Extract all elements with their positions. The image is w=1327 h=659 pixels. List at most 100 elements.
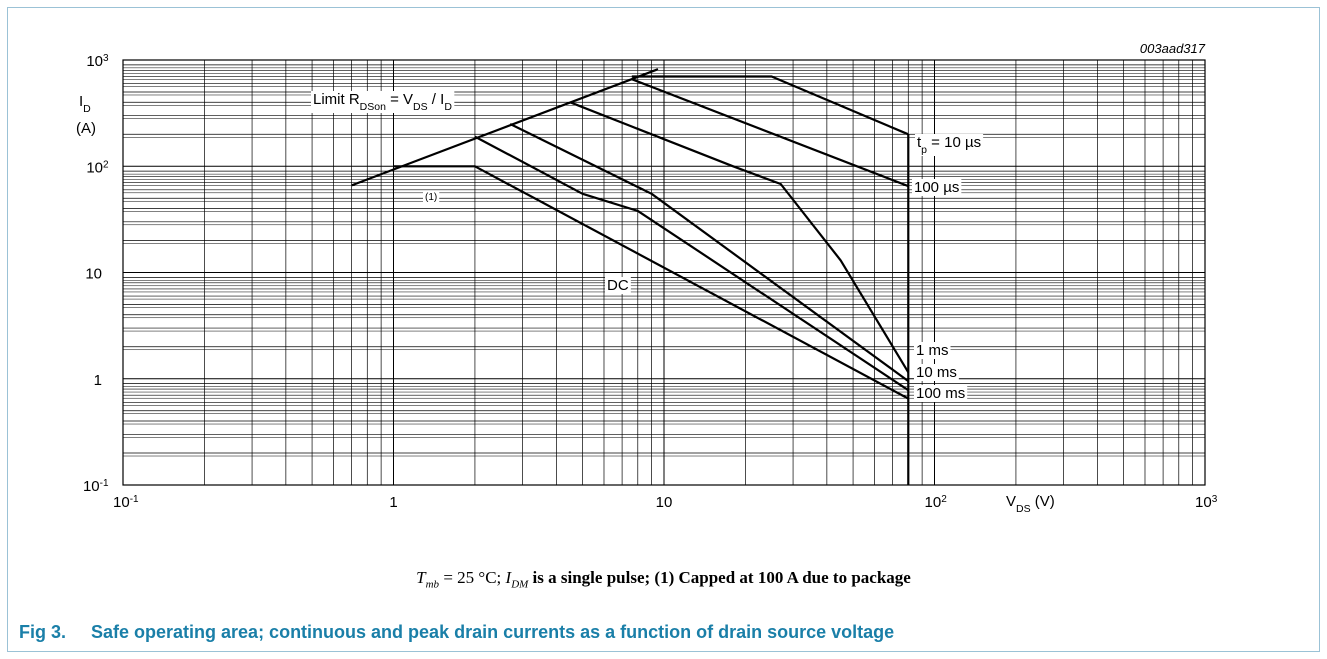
x-tick-label: 10 <box>656 494 673 511</box>
axes <box>122 59 1206 486</box>
x-tick-label: 102 <box>925 494 948 512</box>
idm-sub: DM <box>511 578 529 591</box>
curve-label-3-text: 10 ms <box>916 364 957 381</box>
x-tick-label-part: 10 <box>1195 494 1212 511</box>
curve-label-1-part: 100 µs <box>914 179 959 196</box>
x-tick-label-text: 102 <box>925 494 948 512</box>
curve-label-5-text: DC <box>607 277 629 294</box>
curve-label-0-part: = 10 µs <box>927 134 981 151</box>
curve-label-5-bg <box>605 277 631 294</box>
y-axis-label-sub: D <box>83 103 91 115</box>
x-axis-label-text: VDS (V) <box>1006 493 1055 515</box>
figure-id: 003aad317 <box>1140 41 1206 56</box>
plot-border <box>122 59 1206 486</box>
curve-label-1-bg <box>912 179 962 196</box>
figure-frame <box>7 7 1320 652</box>
y-axis-unit: (A) <box>76 120 96 137</box>
limit-rdson-label-sub: DSon <box>360 101 386 113</box>
x-tick-label-text: 10-1 <box>113 494 139 512</box>
limit-rdson-label-part: Limit R <box>313 91 360 108</box>
note-text-a: = 25 °C; <box>439 568 506 587</box>
y-axis-label-part: I <box>79 93 83 110</box>
x-tick-label: 1 <box>389 494 397 511</box>
y-tick-label: 1 <box>94 372 102 389</box>
y-tick-label-part: 10 <box>83 478 100 495</box>
curve-label-0-part: t <box>917 134 922 151</box>
x-tick-exp: 3 <box>1212 494 1218 505</box>
y-tick-label-part: 10 <box>86 53 103 70</box>
curve-label-4: 100 ms <box>914 385 968 402</box>
x-axis-label-part: V <box>1006 493 1016 510</box>
limit-rdson-label-sub: D <box>444 101 452 113</box>
curve-label-0: tp = 10 µs <box>915 134 984 156</box>
x-tick-label-text: 103 <box>1195 494 1218 512</box>
y-tick-label-part: 10 <box>85 266 102 283</box>
y-tick-exp: 2 <box>103 159 109 170</box>
cap-label-part: (1) <box>425 192 437 203</box>
limit-rdson-label-sub: DS <box>413 101 428 113</box>
curve-label-1-text: 100 µs <box>914 179 959 196</box>
limit-rdson-label-bg <box>311 91 455 113</box>
x-tick-label: 103 <box>1195 494 1218 512</box>
idm-symbol: I <box>505 568 512 587</box>
grid <box>122 60 1205 486</box>
curves <box>351 68 910 485</box>
y-tick-exp: 3 <box>103 53 109 64</box>
limit-rdson-label-part: = V <box>386 91 413 108</box>
x-tick-label-text: 1 <box>389 494 397 511</box>
figure-number: Fig 3. <box>19 622 67 642</box>
y-axis-label-text: ID <box>79 93 91 115</box>
curve-label-3-bg <box>914 364 959 381</box>
series-line-6 <box>393 165 909 400</box>
x-axis-label-sub: DS <box>1016 503 1031 515</box>
curve-label-2: 1 ms <box>914 342 951 359</box>
curve-label-1: 100 µs <box>912 179 962 196</box>
series-line-3 <box>569 101 910 373</box>
curve-label-2-part: 1 ms <box>916 342 949 359</box>
cap-label-text: (1) <box>425 192 437 203</box>
test-conditions-note: Tmb = 25 °C; IDM is a single pulse; (1) … <box>0 568 1327 590</box>
curve-label-3-part: 10 ms <box>916 364 957 381</box>
x-tick-label-part: 1 <box>389 494 397 511</box>
cap-label: (1) <box>423 192 440 203</box>
y-tick-label-text: 102 <box>86 159 109 177</box>
series-line-2 <box>631 78 909 188</box>
note-text-b: is a single pulse; (1) Capped at 100 A d… <box>528 568 911 587</box>
tmb-sub: mb <box>425 578 440 591</box>
curve-label-5: DC <box>605 277 631 294</box>
y-tick-label-text: 1 <box>94 372 102 389</box>
tmb-symbol: T <box>416 568 426 587</box>
curve-label-0-sub: p <box>921 144 927 156</box>
curve-label-2-bg <box>914 342 951 359</box>
y-tick-label-text: 10-1 <box>83 478 109 496</box>
y-axis-label: ID <box>79 93 91 115</box>
y-tick-label-text: 10 <box>85 266 102 283</box>
figure-caption: Fig 3. Safe operating area; continuous an… <box>19 622 894 643</box>
curve-label-5-part: DC <box>607 277 629 294</box>
y-tick-label: 10 <box>85 266 102 283</box>
x-tick-label-part: 10 <box>925 494 942 511</box>
x-tick-exp: 2 <box>941 494 947 505</box>
series-line-5 <box>474 135 909 392</box>
cap-label-bg <box>423 192 440 203</box>
y-tick-label: 10-1 <box>83 478 109 496</box>
y-tick-label-part: 1 <box>94 372 102 389</box>
series-line-4 <box>509 123 909 382</box>
y-tick-exp: -1 <box>100 478 109 489</box>
series-line-1 <box>631 75 909 136</box>
limit-rdson-label-part: / I <box>428 91 445 108</box>
y-tick-label-text: 103 <box>86 53 109 71</box>
curve-label-4-bg <box>914 385 968 402</box>
y-tick-label: 102 <box>86 159 109 177</box>
y-tick-label-part: 10 <box>86 159 103 176</box>
x-tick-label-text: 10 <box>656 494 673 511</box>
x-tick-label: 10-1 <box>113 494 139 512</box>
x-axis-label-part: (V) <box>1031 493 1055 510</box>
limit-rdson-label: Limit RDSon = VDS / ID <box>311 91 455 113</box>
y-tick-label: 103 <box>86 53 109 71</box>
curve-label-2-text: 1 ms <box>916 342 949 359</box>
x-tick-exp: -1 <box>130 494 139 505</box>
curve-label-4-part: 100 ms <box>916 385 965 402</box>
